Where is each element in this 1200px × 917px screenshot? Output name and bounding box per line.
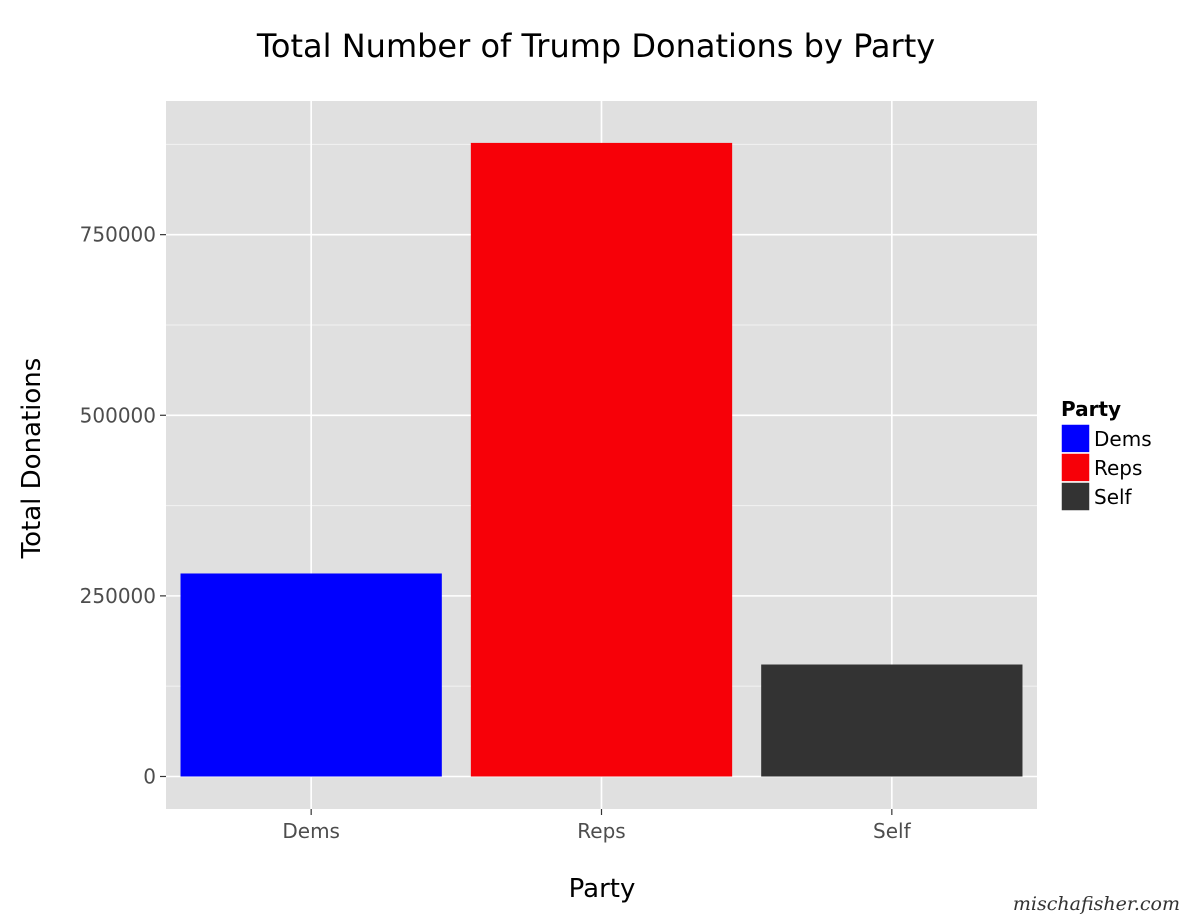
chart-title: Total Number of Trump Donations by Party (256, 27, 935, 65)
legend-label: Self (1094, 485, 1133, 509)
x-tick-label: Self (873, 819, 912, 843)
y-axis-ticks: 0 250000 500000 750000 (80, 223, 166, 788)
y-tick-label: 750000 (80, 223, 156, 247)
legend-label: Dems (1094, 427, 1152, 451)
legend: Party Dems Reps Self (1060, 397, 1152, 512)
bar-dems (180, 573, 442, 777)
legend-swatch (1060, 452, 1091, 483)
legend-swatch (1060, 423, 1091, 454)
bars (180, 142, 1023, 777)
x-tick-label: Reps (577, 819, 625, 843)
legend-title: Party (1061, 397, 1121, 421)
y-tick-label: 0 (143, 764, 156, 788)
legend-swatch (1060, 481, 1091, 512)
y-tick-label: 250000 (80, 584, 156, 608)
x-tick-label: Dems (282, 819, 340, 843)
x-axis-title: Party (569, 874, 636, 904)
x-axis-ticks: Dems Reps Self (282, 809, 912, 843)
y-axis-title: Total Donations (17, 358, 47, 560)
bar-reps (470, 142, 733, 777)
bar-self (761, 664, 1023, 777)
watermark: mischafisher.com (1013, 893, 1180, 915)
y-tick-label: 500000 (80, 403, 156, 427)
legend-label: Reps (1094, 456, 1142, 480)
